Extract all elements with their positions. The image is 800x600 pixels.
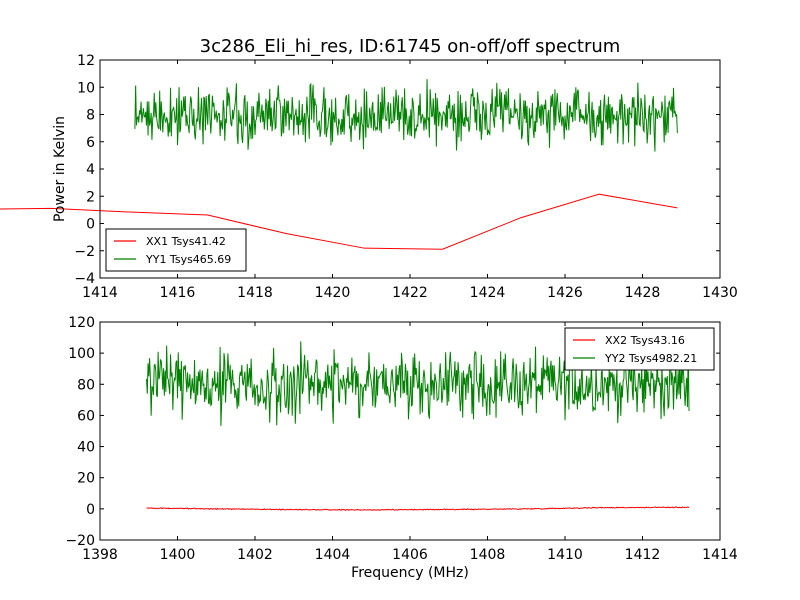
top-x-tick-label: 1414 — [82, 285, 118, 301]
bottom-subplot: 1398 1400 1402 1404 1406 1408 1410 1412 1414 −20 0… — [65, 315, 737, 581]
bottom-x-tick-label: 1400 — [160, 547, 196, 563]
top-x-tick-label: 1420 — [315, 285, 351, 301]
top-legend-label-xx1: XX1 Tsys41.42 — [146, 235, 226, 248]
bottom-y-tick-label: 100 — [68, 346, 95, 362]
bottom-legend: XX2 Tsys43.16 YY2 Tsys4982.21 — [564, 327, 715, 371]
top-x-tick-label: 1422 — [392, 285, 428, 301]
bottom-series-line-2 — [146, 341, 690, 426]
top-y-tick-label: 12 — [77, 53, 95, 69]
top-series-line-2 — [134, 79, 678, 152]
top-y-tick-label: 6 — [86, 135, 95, 151]
top-y-tick-label: −2 — [74, 244, 95, 260]
bottom-x-tick-label: 1398 — [82, 547, 118, 563]
top-ticks: 1414 1416 1418 1420 1422 1424 1426 1428 1430 −4 −2… — [74, 53, 737, 301]
top-subplot: 1414 1416 1418 1420 1422 1424 1426 1428 1430 −4 −2… — [0, 53, 738, 301]
top-x-tick-label: 1428 — [625, 285, 661, 301]
bottom-legend-label-yy2: YY2 Tsys4982.21 — [604, 352, 697, 365]
bottom-x-tick-label: 1410 — [547, 547, 583, 563]
chart-title: 3c286_Eli_hi_res, ID:61745 on-off/off sp… — [200, 36, 621, 57]
top-legend: XX1 Tsys41.42 YY1 Tsys465.69 — [105, 228, 247, 272]
bottom-y-tick-label: 60 — [77, 408, 95, 424]
bottom-x-tick-label: 1408 — [470, 547, 506, 563]
top-y-tick-label: 4 — [86, 162, 95, 178]
top-y-tick-label: 10 — [77, 80, 95, 96]
bottom-y-tick-label: 0 — [86, 502, 95, 518]
bottom-y-tick-label: 20 — [77, 471, 95, 487]
bottom-legend-box — [564, 327, 715, 371]
bottom-x-tick-label: 1402 — [237, 547, 273, 563]
bottom-x-axis-label: Frequency (MHz) — [351, 565, 469, 581]
top-legend-box — [105, 228, 247, 272]
top-legend-label-yy1: YY1 Tsys465.69 — [145, 253, 231, 266]
bottom-series-line-1 — [146, 506, 690, 511]
top-x-tick-label: 1418 — [237, 285, 273, 301]
bottom-x-tick-label: 1404 — [315, 547, 351, 563]
bottom-x-tick-label: 1414 — [702, 547, 738, 563]
top-y-tick-label: 2 — [86, 189, 95, 205]
bottom-y-tick-label: 40 — [77, 440, 95, 456]
top-series-lines — [0, 79, 678, 250]
bottom-x-tick-label: 1406 — [392, 547, 428, 563]
bottom-legend-label-xx2: XX2 Tsys43.16 — [605, 334, 685, 347]
top-x-tick-label: 1416 — [160, 285, 196, 301]
top-y-tick-label: −4 — [74, 271, 95, 287]
top-y-tick-label: 0 — [86, 217, 95, 233]
top-x-tick-label: 1424 — [470, 285, 506, 301]
bottom-ticks: 1398 1400 1402 1404 1406 1408 1410 1412 1414 −20 0… — [65, 315, 737, 563]
top-x-tick-label: 1430 — [702, 285, 738, 301]
top-x-tick-label: 1426 — [547, 285, 583, 301]
bottom-y-tick-label: −20 — [65, 533, 95, 549]
top-y-tick-label: 8 — [86, 108, 95, 124]
bottom-y-tick-label: 120 — [68, 315, 95, 331]
top-y-axis-label: Power in Kelvin — [52, 116, 68, 222]
bottom-x-tick-label: 1412 — [625, 547, 661, 563]
bottom-y-tick-label: 80 — [77, 377, 95, 393]
bottom-series-lines — [146, 341, 690, 511]
